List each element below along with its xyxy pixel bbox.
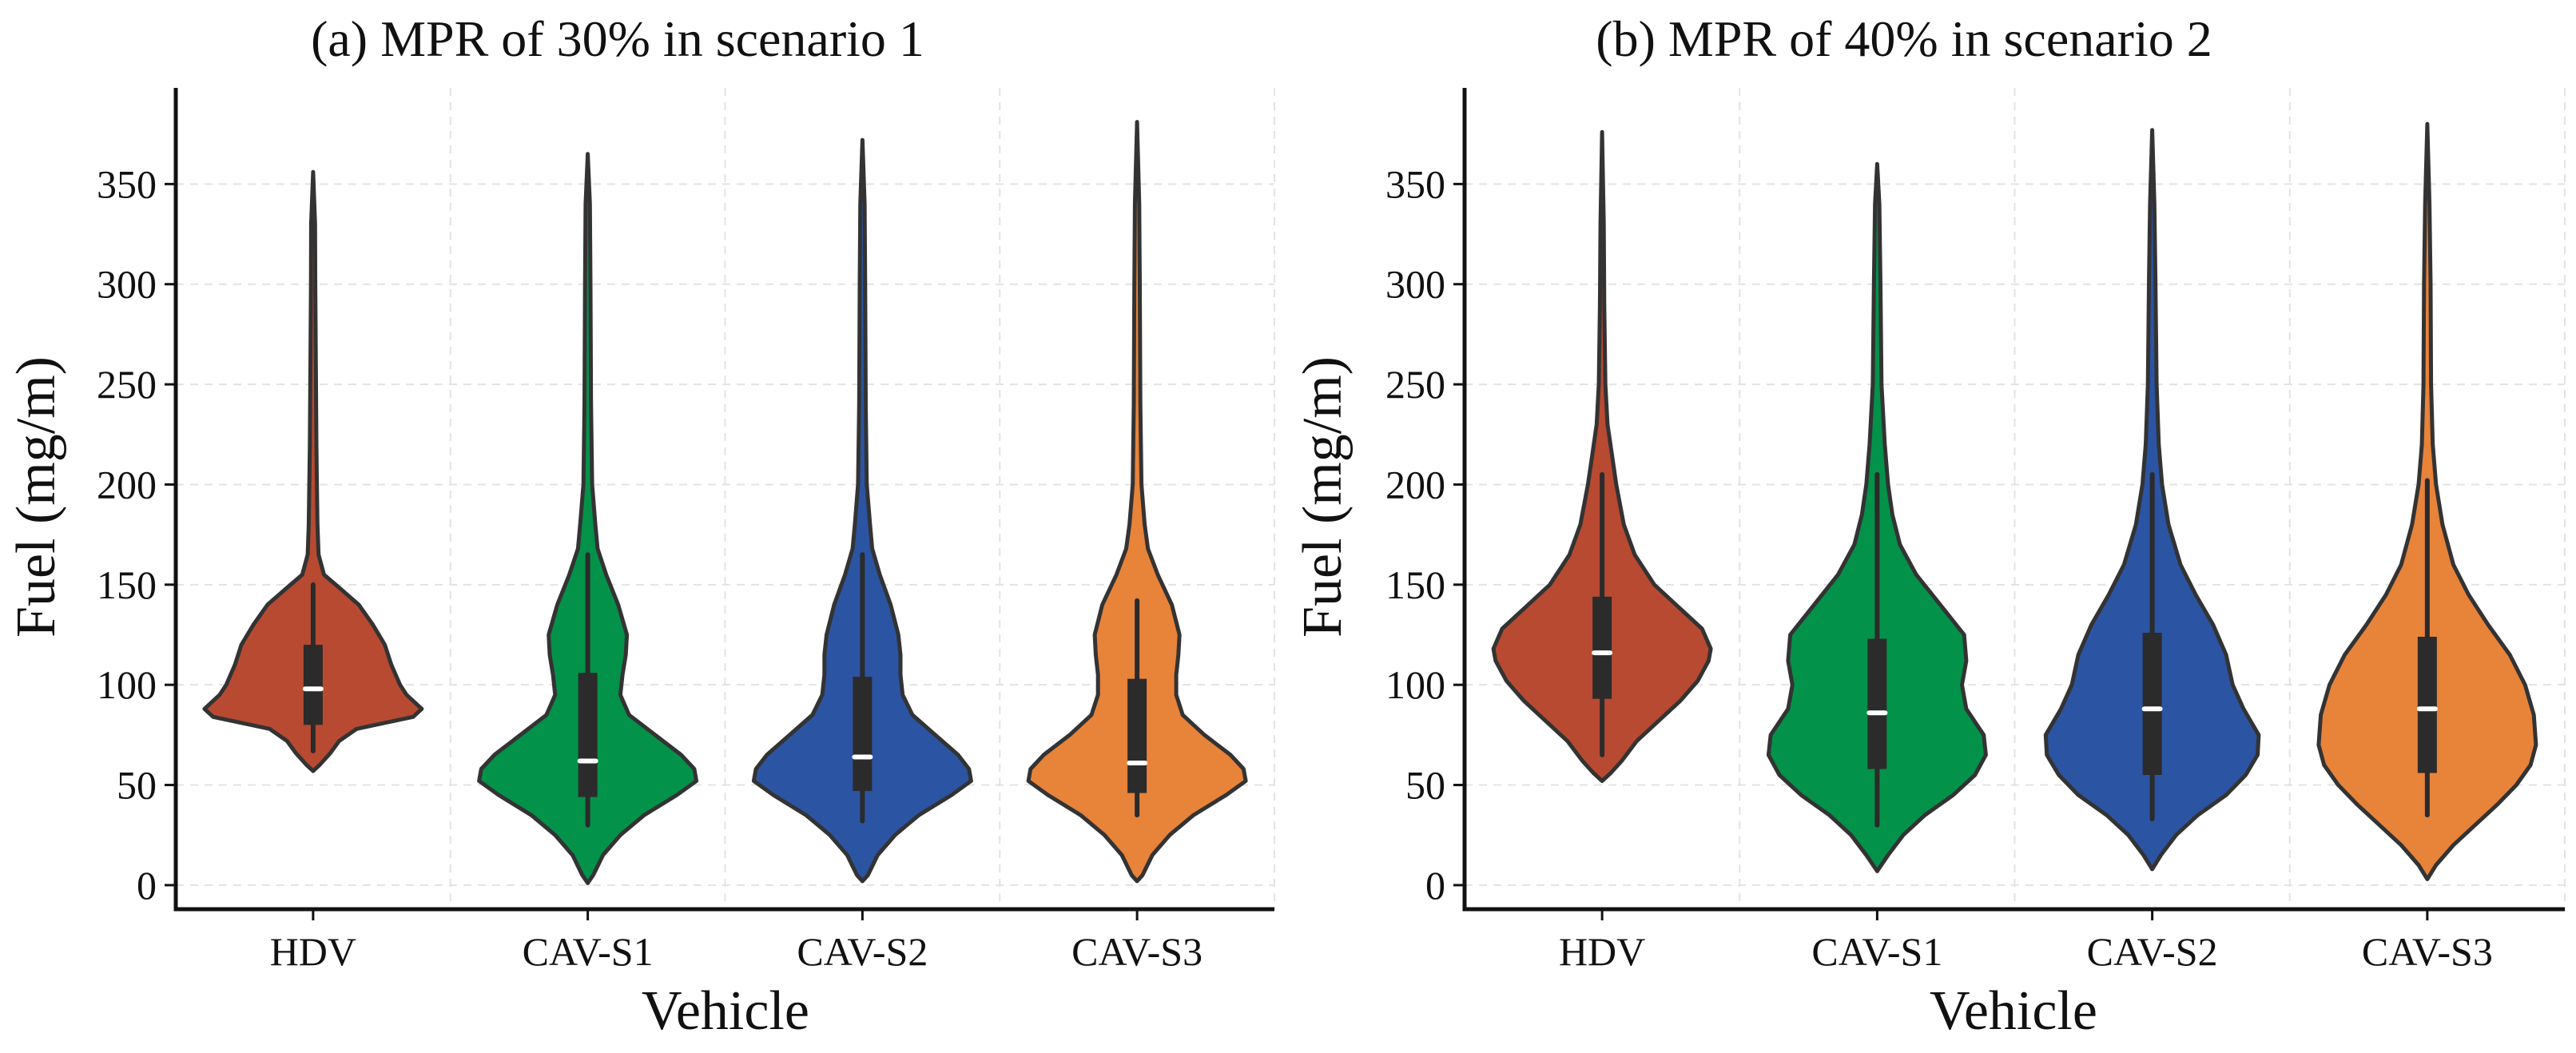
- violin-iqr-box: [2142, 632, 2162, 776]
- violin-body: [477, 152, 699, 885]
- panel-a-ylabel: Fuel (mg/m): [6, 356, 67, 638]
- panel-b: (b) MPR of 40% in scenario 2 Fuel (mg/m)…: [1292, 10, 2566, 1042]
- y-tick-label: 150: [97, 562, 157, 607]
- y-tick-label: 0: [1425, 863, 1445, 908]
- violin-iqr-box: [1867, 638, 1887, 769]
- y-tick-label: 150: [1385, 562, 1445, 607]
- panel-b-axes-spines: [1462, 88, 2565, 912]
- violin-hdv: [202, 169, 424, 773]
- violin-cav-s3: [1026, 120, 1248, 884]
- y-tick-label: 100: [97, 662, 157, 707]
- x-tick-label: CAV-S1: [523, 929, 654, 974]
- violin-body: [1026, 120, 1248, 884]
- y-tick-label: 300: [97, 262, 157, 307]
- panel-a-grid: [175, 88, 1275, 909]
- violin-cav-s1: [1766, 161, 1988, 873]
- y-tick-label: 350: [97, 161, 157, 206]
- x-tick-label: HDV: [270, 929, 356, 974]
- panel-a-axes-spines: [173, 88, 1274, 912]
- violin-cav-s2: [2043, 128, 2261, 872]
- violin-cav-s2: [751, 137, 973, 884]
- x-tick-label: CAV-S2: [797, 929, 928, 974]
- panel-a-xlabel: Vehicle: [642, 980, 809, 1042]
- x-tick-label: HDV: [1559, 929, 1645, 974]
- panel-b-grid: [1464, 88, 2566, 909]
- violin-iqr-box: [853, 677, 873, 792]
- panel-a-title: (a) MPR of 30% in scenario 1: [311, 10, 924, 67]
- y-tick-label: 200: [1385, 462, 1445, 507]
- y-tick-label: 0: [137, 863, 157, 908]
- violin-iqr-box: [2417, 637, 2437, 773]
- violin-body: [202, 169, 424, 773]
- panel-b-xlabel: Vehicle: [1930, 980, 2097, 1042]
- y-tick-label: 300: [1385, 262, 1445, 307]
- violin-body: [1491, 129, 1713, 783]
- violin-iqr-box: [1592, 596, 1612, 699]
- violin-iqr-box: [578, 673, 598, 797]
- panel-b-title: (b) MPR of 40% in scenario 2: [1596, 10, 2212, 67]
- violin-cav-s3: [2316, 121, 2538, 881]
- violin-hdv: [1491, 129, 1713, 783]
- x-tick-label: CAV-S2: [2087, 929, 2218, 974]
- panel-b-ylabel: Fuel (mg/m): [1292, 356, 1354, 638]
- y-tick-label: 100: [1385, 662, 1445, 707]
- x-tick-label: CAV-S1: [1811, 929, 1942, 974]
- y-tick-label: 200: [97, 462, 157, 507]
- panel-a: (a) MPR of 30% in scenario 1 Fuel (mg/m)…: [6, 10, 1275, 1042]
- y-tick-label: 250: [1385, 362, 1445, 407]
- violin-cav-s1: [477, 152, 699, 885]
- violin-iqr-box: [303, 645, 323, 725]
- x-tick-label: CAV-S3: [2362, 929, 2493, 974]
- y-tick-label: 250: [97, 362, 157, 407]
- x-tick-label: CAV-S3: [1071, 929, 1203, 974]
- violin-body: [751, 137, 973, 884]
- y-tick-label: 50: [1405, 763, 1445, 808]
- violin-iqr-box: [1127, 678, 1147, 793]
- y-tick-label: 350: [1385, 161, 1445, 206]
- y-tick-label: 50: [117, 763, 157, 808]
